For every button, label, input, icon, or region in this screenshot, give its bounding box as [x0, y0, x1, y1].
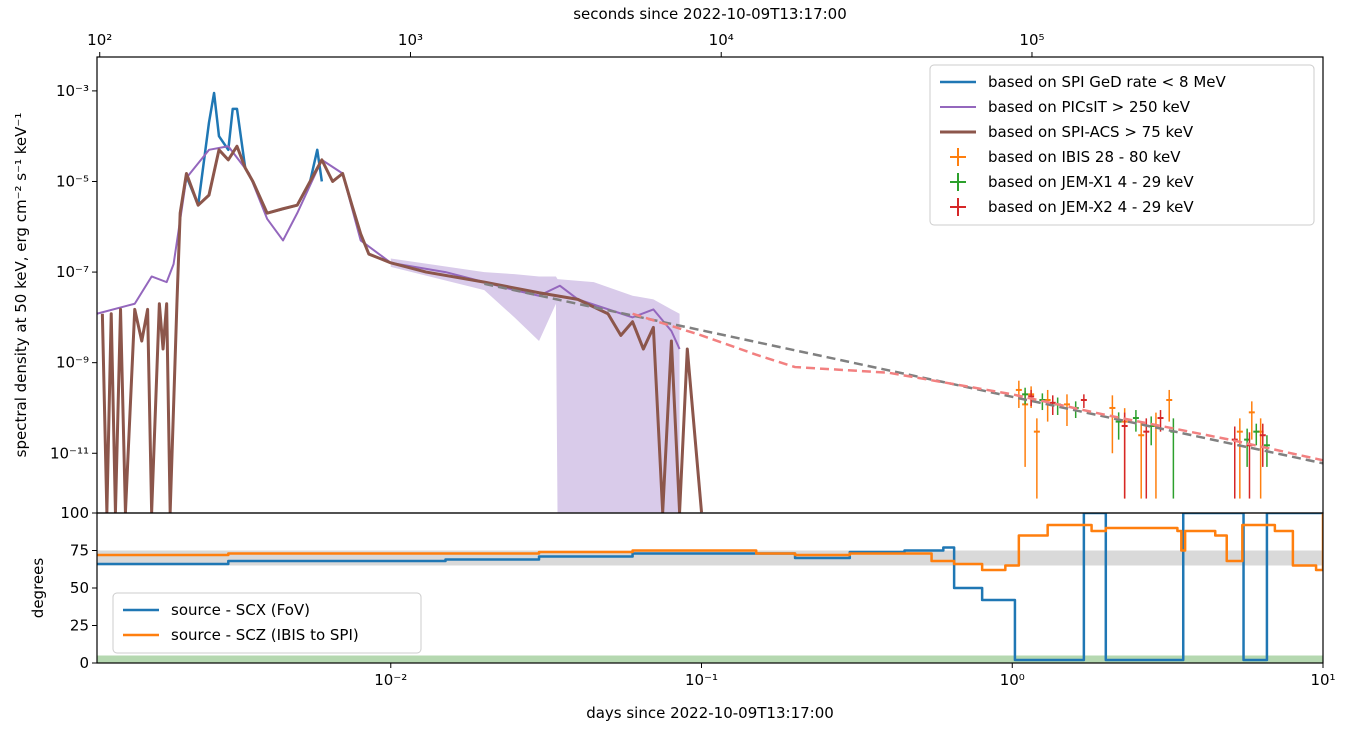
y-axis-label: spectral density at 50 keV, erg cm⁻² s⁻¹… — [12, 113, 30, 458]
plot-area — [97, 91, 1323, 513]
plot-area — [97, 513, 1323, 663]
y-tick-label: 10⁻⁵ — [56, 172, 89, 190]
series-line — [100, 144, 704, 513]
y-tick-label: 50 — [70, 579, 89, 597]
uncertainty-band — [390, 258, 680, 513]
legend-label: based on PICsIT > 250 keV — [988, 98, 1191, 116]
legend-label: based on SPI GeD rate < 8 MeV — [988, 73, 1226, 91]
series-line — [97, 145, 681, 350]
y-tick-label: 100 — [60, 504, 89, 522]
x-tick-label: 10¹ — [1310, 671, 1335, 689]
legend-box — [112, 592, 422, 654]
x2-axis-label: seconds since 2022-10-09T13:17:00 — [573, 5, 847, 23]
series-line — [97, 513, 1323, 662]
series-line — [97, 513, 1323, 572]
y-tick-label: 10⁻¹¹ — [50, 444, 89, 462]
legend-box — [929, 64, 1315, 226]
series-line — [178, 91, 324, 215]
x-tick-label: 10⁰ — [1000, 671, 1025, 689]
x-tick-label: 10⁻¹ — [685, 671, 718, 689]
x2-tick-label: 10⁵ — [1019, 31, 1044, 49]
x2-tick-label: 10² — [87, 31, 112, 49]
y-tick-label: 25 — [70, 617, 89, 635]
y-tick-label: 10⁻⁷ — [56, 263, 89, 281]
y-tick-label: 10⁻³ — [56, 82, 89, 100]
legend-label: based on JEM-X2 4 - 29 keV — [988, 198, 1194, 216]
legend-label: based on JEM-X1 4 - 29 keV — [988, 173, 1194, 191]
y-axis-label: degrees — [29, 558, 47, 619]
reference-band — [97, 655, 1323, 663]
legend-label: based on SPI-ACS > 75 keV — [988, 123, 1194, 141]
model-line — [484, 282, 1323, 465]
x2-tick-label: 10⁴ — [709, 31, 734, 49]
legend-label: source - SCX (FoV) — [171, 601, 310, 619]
legend-label: source - SCZ (IBIS to SPI) — [171, 626, 359, 644]
y-tick-label: 10⁻⁹ — [56, 354, 89, 372]
y-tick-label: 75 — [70, 542, 89, 560]
x-axis-label: days since 2022-10-09T13:17:00 — [586, 704, 834, 722]
x-tick-label: 10⁻² — [374, 671, 407, 689]
model-line — [632, 312, 1323, 462]
legend-label: based on IBIS 28 - 80 keV — [988, 148, 1181, 166]
x2-tick-label: 10³ — [398, 31, 423, 49]
y-tick-label: 0 — [79, 654, 89, 672]
